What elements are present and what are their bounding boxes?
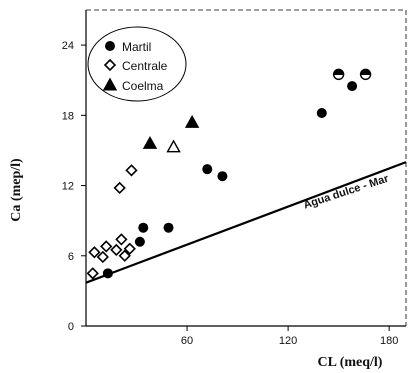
centrale-point [100,240,113,253]
martil-point [163,222,174,233]
martil-point [332,68,345,81]
mixing-line-label: Agua dulce - Mar [302,173,391,212]
centrale-point [86,267,99,280]
x-axis-title: CL (meq/l) [318,355,383,370]
y-tick-label: 6 [68,251,74,263]
mixing-line-layer [85,161,407,284]
centrale-point [118,249,131,262]
centrale-point [110,243,123,257]
y-tick-label: 18 [62,110,74,122]
plot-frame [85,9,407,327]
martil-point [102,268,113,279]
coelma-point [184,114,200,128]
centrale-point [125,164,138,177]
legend: Martil Centrale Coelma [87,26,187,102]
martil-point [138,222,149,233]
centrale-point [88,246,101,259]
martil-point [359,68,372,81]
y-tick-label: 24 [62,40,74,52]
centrale-point [115,233,128,246]
coelma-point [142,135,158,149]
martil-point [217,171,228,182]
centrale-point [113,181,126,195]
x-tick-label: 120 [279,335,297,347]
legend-marker-centrale [103,58,117,72]
mixing-line [85,161,407,284]
martil-point [134,236,145,247]
data-points-layer [86,68,372,280]
y-axis-title: Ca (mep/l) [9,158,24,222]
legend-marker-martil [105,41,115,51]
tick-labels-layer: 0 6 12 18 24 60 120 180 [62,40,399,347]
y-tick-label: 12 [62,181,74,193]
x-tick-label: 60 [181,335,193,347]
legend-label-martil: Martil [122,40,151,54]
martil-point [347,81,358,92]
centrale-point [123,242,136,255]
legend-label-coelma: Coelma [122,79,164,93]
x-tick-label: 180 [380,335,398,347]
martil-point [202,164,213,175]
coelma-point [166,139,181,153]
legend-label-centrale: Centrale [122,59,168,73]
y-tick-label: 0 [68,321,74,333]
centrale-point [96,250,109,264]
legend-marker-coelma [102,77,118,91]
martil-point [316,107,327,118]
